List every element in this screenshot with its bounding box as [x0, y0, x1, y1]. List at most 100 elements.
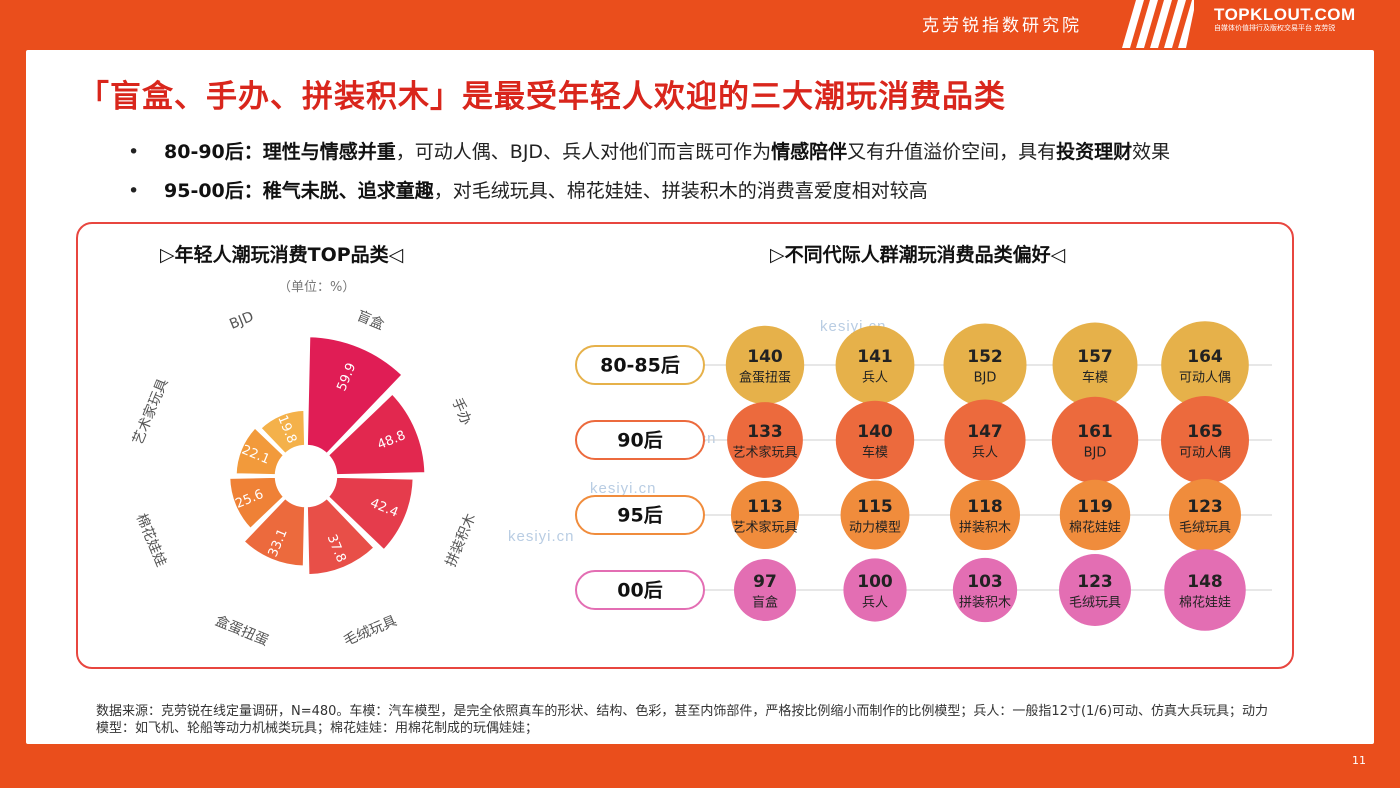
bullet-80-90: • 80-90后：理性与情感并重，可动人偶、BJD、兵人对他们而言既可作为情感陪伴… — [128, 141, 1171, 163]
bubble-category: 艺术家玩具 — [732, 520, 797, 536]
bubble-value: 140 — [747, 347, 783, 367]
bubble-category: 毛绒玩具 — [1179, 521, 1231, 536]
preference-bubble — [949, 479, 1021, 551]
footnote: 数据来源：克劳锐在线定量调研，N=480。车模：汽车模型，是完全依照真车的形状、… — [96, 704, 1269, 736]
rose-slice — [258, 408, 307, 456]
chart-panel — [76, 222, 1294, 669]
preference-bubble — [944, 399, 1026, 481]
preference-bubble — [1161, 321, 1249, 409]
preference-bubble — [835, 325, 915, 405]
rose-chart: 59.9盲盒48.8手办42.4拼装积木37.8毛绒玩具33.1盒蛋扭蛋25.6… — [129, 307, 479, 649]
bubble-value: 161 — [1077, 422, 1113, 442]
watermark: kesiyi.cn — [590, 480, 657, 497]
bubble-category: 车模 — [862, 445, 888, 461]
bubble-value: 119 — [1077, 497, 1113, 517]
generation-pill — [575, 345, 705, 385]
generation-pill — [575, 495, 705, 535]
preference-bubble — [840, 480, 910, 550]
bubble-value: 100 — [857, 572, 893, 592]
preference-bubble — [843, 558, 907, 622]
bubble-value: 118 — [967, 497, 1003, 517]
bubble-value: 164 — [1187, 347, 1223, 367]
bubble-value: 157 — [1077, 347, 1113, 367]
preference-bubble — [835, 400, 915, 480]
stripes-decoration — [1122, 0, 1194, 48]
bubble-category: 拼装积木 — [959, 596, 1011, 611]
generation-label: 00后 — [617, 580, 662, 602]
bubble-value: 123 — [1077, 572, 1113, 592]
bubble-value: 123 — [1187, 497, 1223, 517]
left-chart-title: ▷年轻人潮玩消费TOP品类◁ — [160, 244, 404, 266]
bubble-category: 兵人 — [862, 371, 888, 386]
bubble-category: 盲盒 — [752, 595, 778, 611]
preference-bubble — [1059, 479, 1131, 551]
generation-pill — [575, 420, 705, 460]
page-number: 11 — [1352, 754, 1366, 767]
preference-bubble — [1052, 322, 1138, 408]
slice-category-label: 手办 — [448, 396, 473, 428]
bubble-value: 133 — [747, 422, 783, 442]
preference-bubble — [1161, 396, 1249, 484]
slice-category-label: 艺术家玩具 — [129, 376, 171, 447]
bubble-category: 盒蛋扭蛋 — [739, 370, 791, 386]
slice-category-label: 盒蛋扭蛋 — [213, 612, 271, 649]
bubble-category: 拼装积木 — [959, 521, 1011, 536]
topklout-logo: TOPKLOUT.COM 自媒体价值排行及版权交易平台 克劳锐 — [1214, 5, 1356, 33]
generation-pill — [575, 570, 705, 610]
bubble-category: 毛绒玩具 — [1069, 596, 1121, 611]
bubble-category: 可动人偶 — [1179, 371, 1231, 386]
rose-slice — [326, 475, 416, 552]
bullet-95-00: • 95-00后：稚气未脱、追求童趣，对毛绒玩具、棉花娃娃、拼装积木的消费喜爱度相… — [128, 180, 928, 202]
rose-slice — [234, 425, 286, 477]
bubble-grid-chart: 80-85后 140 盒蛋扭蛋 141 兵人 152 BJD 157 车模 164 可动人偶 90后 1… — [575, 321, 1272, 631]
slice-category-label: 盲盒 — [354, 307, 386, 333]
bubble-value: 97 — [753, 572, 777, 592]
preference-bubble — [952, 557, 1018, 623]
preference-bubble — [727, 402, 803, 478]
rose-slice — [305, 334, 405, 456]
bubble-category: 棉花娃娃 — [1069, 520, 1121, 536]
bubble-value: 147 — [967, 422, 1003, 442]
rose-slice — [227, 475, 286, 531]
rose-slice — [305, 496, 376, 577]
preference-bubble — [1169, 479, 1241, 551]
preference-bubble — [943, 323, 1027, 407]
bubble-value: 140 — [857, 422, 893, 442]
preference-bubble — [1164, 549, 1246, 631]
preference-bubble — [730, 480, 800, 550]
content-card — [26, 50, 1374, 744]
page-title: 「盲盒、手办、拼装积木」是最受年轻人欢迎的三大潮玩消费品类 — [78, 79, 1006, 115]
bubble-value: 113 — [747, 497, 783, 517]
unit-label: （单位：%） — [278, 280, 356, 295]
preference-bubble — [1051, 396, 1139, 484]
bubble-category: 可动人偶 — [1179, 446, 1231, 461]
bubble-value: 103 — [967, 572, 1003, 592]
bubble-value: 115 — [857, 497, 893, 517]
bubble-category: BJD — [1084, 446, 1107, 461]
rose-slice — [326, 392, 427, 477]
bubble-category: BJD — [974, 371, 997, 386]
generation-label: 95后 — [617, 505, 662, 527]
slice-category-label: 拼装积木 — [443, 511, 479, 569]
bubble-category: 兵人 — [862, 596, 888, 611]
preference-bubble — [1059, 554, 1131, 626]
bubble-category: 动力模型 — [849, 521, 901, 536]
preference-bubble — [734, 559, 796, 621]
generation-label: 90后 — [617, 430, 662, 452]
slice-category-label: 毛绒玩具 — [341, 613, 399, 649]
slice-category-label: BJD — [227, 309, 256, 333]
brand-name: 克劳锐指数研究院 — [922, 16, 1082, 36]
bubble-value: 152 — [967, 347, 1003, 367]
bubble-value: 141 — [857, 347, 893, 367]
bubble-category: 艺术家玩具 — [732, 445, 797, 461]
rose-slice — [241, 496, 307, 569]
bubble-value: 165 — [1187, 422, 1223, 442]
generation-label: 80-85后 — [600, 355, 680, 377]
slice-category-label: 棉花娃娃 — [133, 511, 170, 569]
watermark: kesiyi.cn — [508, 528, 575, 545]
bubble-category: 车模 — [1082, 370, 1108, 386]
right-chart-title: ▷不同代际人群潮玩消费品类偏好◁ — [770, 244, 1066, 266]
top-bar: 克劳锐指数研究院 TOPKLOUT.COM 自媒体价值排行及版权交易平台 克劳锐 — [0, 0, 1400, 48]
bubble-category: 棉花娃娃 — [1179, 595, 1231, 611]
preference-bubble — [725, 325, 805, 405]
